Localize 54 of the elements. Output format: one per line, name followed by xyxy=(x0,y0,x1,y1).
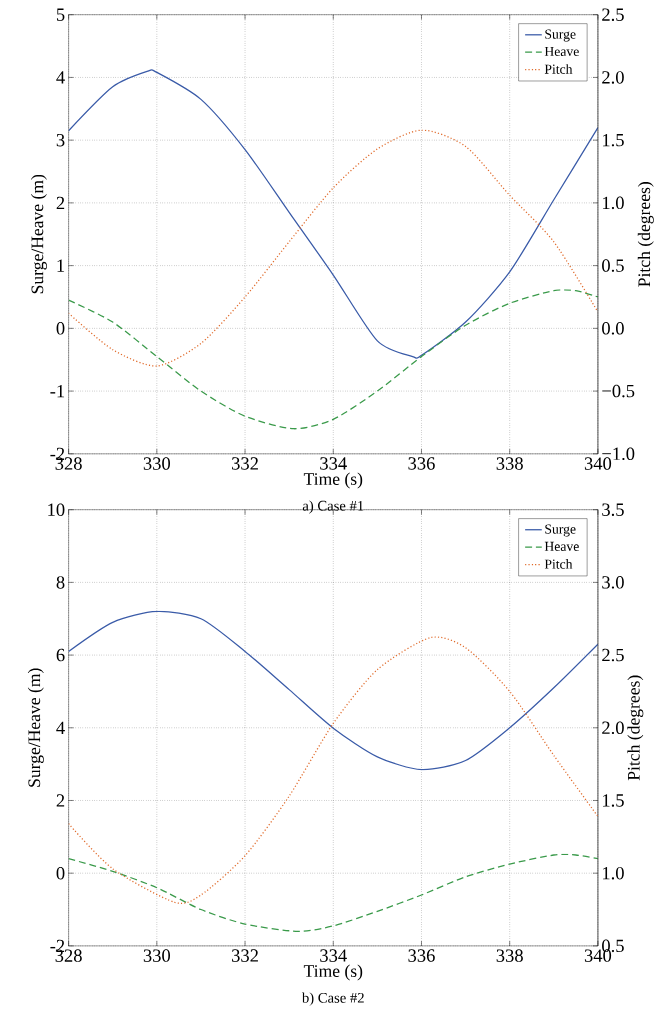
y2-tick-label: 2.0 xyxy=(602,71,624,84)
x-tick-label: 336 xyxy=(408,457,435,470)
y-tick-label: 0 xyxy=(56,322,65,335)
annotation: a) Case #1 xyxy=(302,500,364,514)
y-tick-label: 1 xyxy=(57,259,65,272)
y2-tick-label: 3.0 xyxy=(602,576,624,589)
y-tick-label: 4 xyxy=(56,721,65,734)
y2-tick-label: 0.0 xyxy=(602,322,624,335)
y2-tick-label: 1.5 xyxy=(602,794,624,807)
legend-label: Heave xyxy=(544,46,579,56)
legend-label: Heave xyxy=(544,541,579,551)
line-series xyxy=(68,853,598,932)
text: b) Case #2 xyxy=(301,992,364,1006)
y2-tick-label: 1.5 xyxy=(602,133,624,147)
line-series xyxy=(68,610,598,771)
y2-axis-title: Pitch (degrees) xyxy=(637,182,654,287)
y2-axis-title: Pitch (degrees) xyxy=(627,675,644,781)
y-tick-label: 6 xyxy=(56,648,65,662)
x-tick-label: 338 xyxy=(496,457,523,470)
y-tick-label: 5 xyxy=(56,8,65,21)
x-tick-label: 334 xyxy=(320,949,347,962)
y-axis-title: Surge/Heave (m) xyxy=(30,174,47,294)
y-tick-label: 2 xyxy=(56,196,65,210)
y2-tick-label: 2.5 xyxy=(602,8,624,21)
y-tick-label: 3 xyxy=(56,133,65,147)
y-tick-label: 4 xyxy=(56,71,65,84)
y-tick-label: 2 xyxy=(56,794,65,807)
y-tick-label: 0 xyxy=(56,866,65,880)
x-axis-title: Time (s) xyxy=(303,472,363,489)
y-tick-label: 8 xyxy=(56,576,65,589)
y2-tick-label: 1.0 xyxy=(602,196,624,210)
legend-label: Surge xyxy=(545,524,576,537)
line-series xyxy=(68,636,598,904)
y2-tick-label: 0.5 xyxy=(602,259,624,272)
y2-tick-label: −0.5 xyxy=(602,384,635,398)
legend-label: Surge xyxy=(545,29,576,42)
x-tick-label: 330 xyxy=(143,457,171,470)
x-tick-label: 336 xyxy=(408,949,435,962)
x-tick-label: 332 xyxy=(232,949,258,962)
y2-tick-label: 1.0 xyxy=(602,866,624,880)
x-tick-label: 338 xyxy=(496,949,523,962)
x-tick-label: 330 xyxy=(143,949,171,962)
y-tick-label: 10 xyxy=(48,503,65,516)
legend-label: Pitch xyxy=(544,64,573,74)
line-series xyxy=(68,129,598,367)
y2-tick-label: 2.0 xyxy=(602,721,624,735)
y-axis-title: Surge/Heave (m) xyxy=(27,668,44,787)
x-tick-label: 332 xyxy=(232,457,258,470)
y2-tick-label: 2.5 xyxy=(602,648,624,662)
legend-label: Pitch xyxy=(544,559,573,569)
x-tick-label: 334 xyxy=(320,457,347,470)
y2-tick-label: 3.5 xyxy=(602,503,624,516)
y-tick-label: -1 xyxy=(50,384,65,398)
x-axis-title: Time (s) xyxy=(303,964,363,981)
